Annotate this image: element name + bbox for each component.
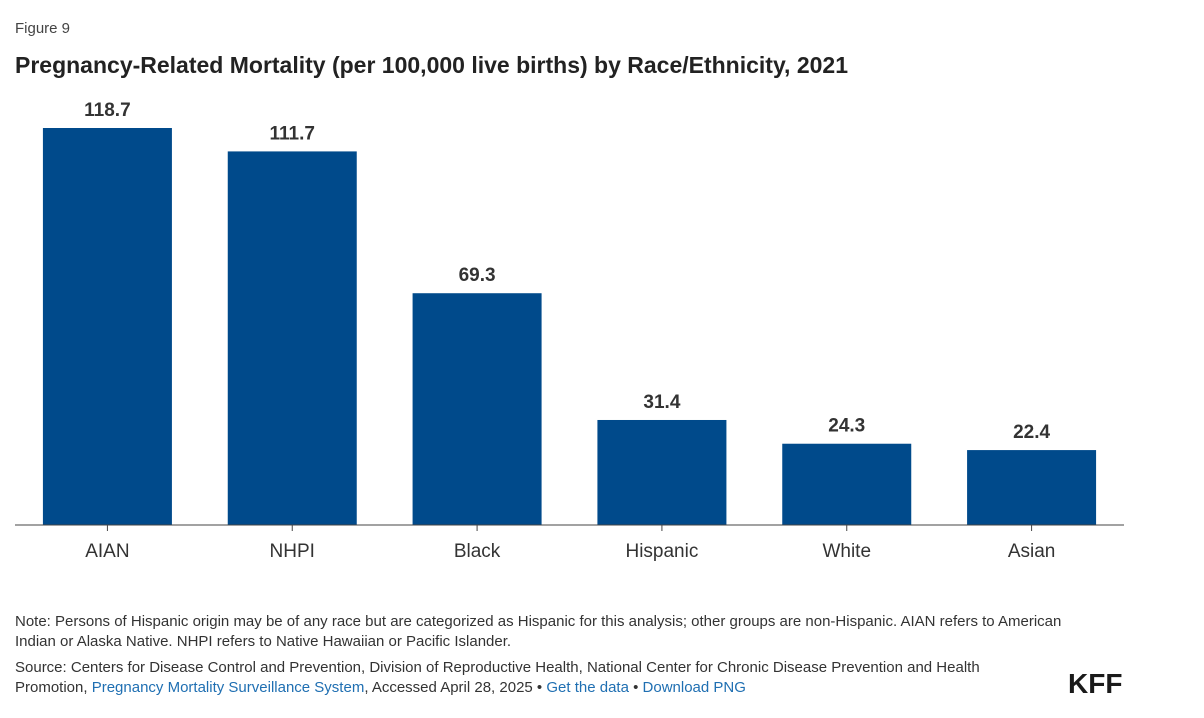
data-label-asian: 22.4 [1013,422,1050,443]
data-label-white: 24.3 [828,416,865,437]
data-label-black: 69.3 [459,265,496,286]
separator-1: • [532,679,547,696]
data-label-nhpi: 111.7 [270,123,315,144]
pmss-link[interactable]: Pregnancy Mortality Surveillance System [91,679,365,696]
bar-hispanic [597,419,727,525]
source-accessed: , Accessed April 28, 2025 [364,679,533,696]
tick-label-aian: AIAN [85,541,129,562]
tick-label-black: Black [454,541,501,562]
download-png-link[interactable]: Download PNG [642,679,746,696]
source-prefix: Source: Centers for Disease Control and … [15,659,980,696]
separator-2: • [628,679,643,696]
x-axis-ticks: AIAN NHPI Black Hispanic White Asian [85,525,1055,562]
bar-black [412,293,542,525]
chart-source: Source: Centers for Disease Control and … [15,658,1055,698]
data-label-aian: 118.7 [84,100,131,121]
tick-label-asian: Asian [1008,541,1056,562]
kff-logo: KFF [1068,668,1123,699]
bar-aian [42,128,172,525]
bar-chart: 118.7 111.7 69.3 31.4 24.3 22.4 AIAN NHPI Black… [15,100,1124,562]
bars-layer [42,128,1097,525]
data-labels-layer: 118.7 111.7 69.3 31.4 24.3 22.4 [84,100,1050,443]
bar-asian [967,450,1097,525]
tick-label-hispanic: Hispanic [625,541,698,562]
bar-white [782,443,912,525]
bar-nhpi [227,151,357,525]
tick-label-white: White [822,541,871,562]
tick-label-nhpi: NHPI [270,541,315,562]
chart-title: Pregnancy-Related Mortality (per 100,000… [15,52,848,78]
figure-label: Figure 9 [15,20,71,37]
data-label-hispanic: 31.4 [643,392,680,413]
get-the-data-link[interactable]: Get the data [546,679,629,696]
chart-note: Note: Persons of Hispanic origin may be … [15,613,1062,650]
